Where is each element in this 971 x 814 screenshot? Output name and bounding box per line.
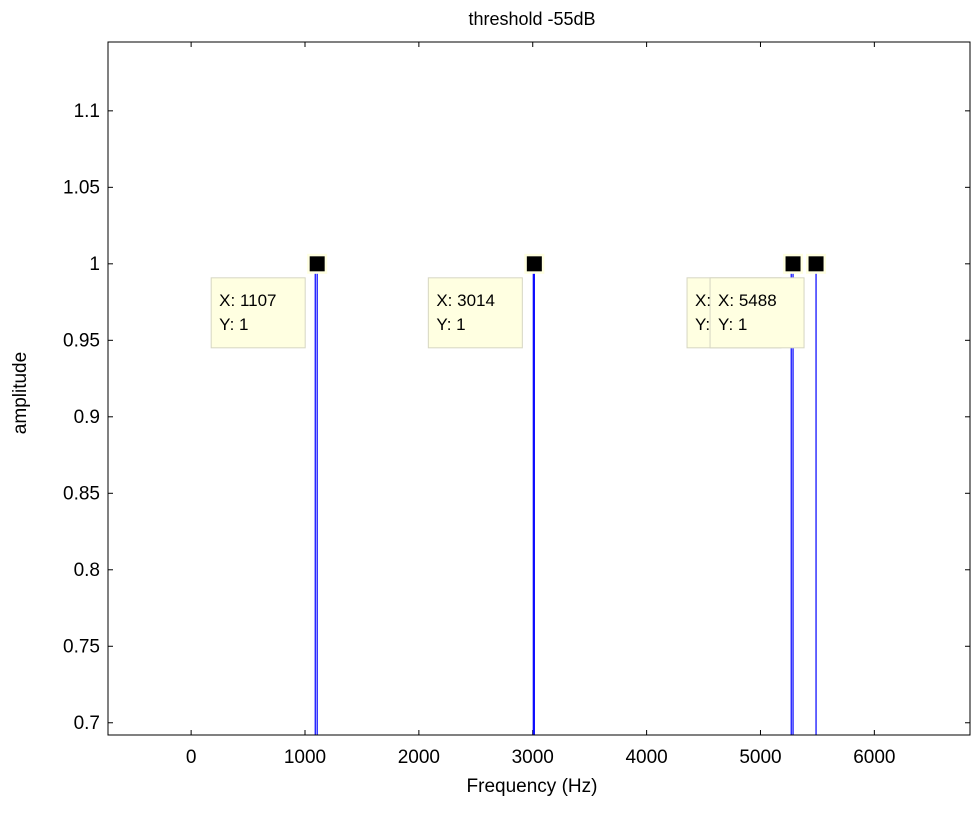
datatip-x-label: X: 3014 [436, 291, 495, 310]
y-tick-label: 0.7 [74, 713, 100, 734]
x-tick-label: 1000 [284, 747, 326, 768]
datatip-y-label: Y: 1 [718, 315, 747, 334]
y-axis-label: amplitude [10, 352, 31, 434]
datatip-box [709, 277, 805, 349]
axes-box [107, 41, 971, 736]
chart-title: threshold -55dB [468, 9, 595, 29]
datatip-x-label: X: 1107 [219, 291, 276, 310]
y-tick-label: 1.05 [63, 177, 100, 198]
datatip-marker [309, 256, 325, 272]
x-tick-label: 5000 [739, 747, 781, 768]
datatip-marker [785, 256, 801, 272]
datatip-y-label: Y: 1 [219, 315, 248, 334]
y-tick-label: 1.1 [74, 101, 100, 122]
y-tick-label: 0.9 [74, 407, 100, 428]
y-tick-label: 0.75 [63, 636, 100, 657]
datatip-box [427, 277, 523, 349]
x-tick-label: 2000 [398, 747, 440, 768]
stem-series [314, 263, 817, 735]
datatip-marker [526, 256, 542, 272]
x-tick-label: 6000 [853, 747, 895, 768]
x-axis-label: Frequency (Hz) [467, 776, 598, 797]
y-tick-label: 1 [89, 254, 100, 275]
x-tick-label: 3000 [512, 747, 554, 768]
x-tick-label: 0 [186, 747, 197, 768]
datatip-box [210, 277, 306, 349]
datatip-y-label: Y: 1 [436, 315, 465, 334]
y-tick-label: 0.8 [74, 560, 100, 581]
y-tick-label: 0.95 [63, 330, 100, 351]
x-tick-label: 4000 [625, 747, 667, 768]
y-tick-label: 0.85 [63, 483, 100, 504]
datatip-marker [808, 256, 824, 272]
axis-ticks: 0 1000 2000 3000 4000 5000 6000 0.7 0.75 0.8 0.85 0… [63, 42, 970, 768]
datatip-x-label: X: 5488 [718, 291, 777, 310]
